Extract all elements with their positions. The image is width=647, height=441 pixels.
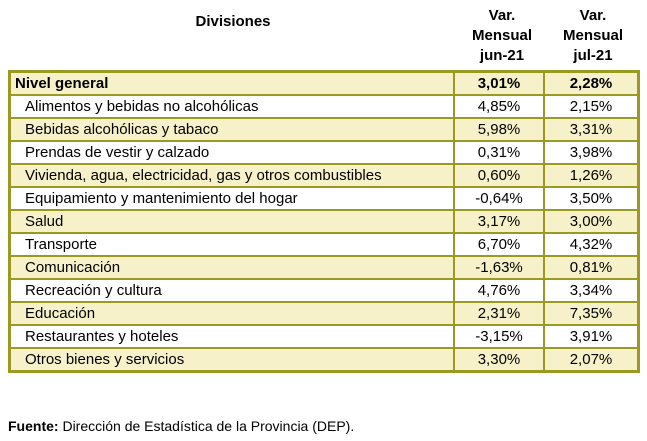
division-cell: Prendas de vestir y calzado xyxy=(8,140,455,165)
division-cell: Restaurantes y hoteles xyxy=(8,324,455,349)
jun-value-cell: 3,30% xyxy=(453,347,545,373)
header-line: Var. xyxy=(488,7,516,24)
jun-value-cell: 4,85% xyxy=(453,94,545,119)
jun-value-cell: 2,31% xyxy=(453,301,545,326)
jul-value-cell: 3,31% xyxy=(543,117,640,142)
header-line: Var. xyxy=(579,7,607,24)
header-var-jun: Var. Mensual jun-21 xyxy=(458,6,546,76)
jun-value-cell: 5,98% xyxy=(453,117,545,142)
jun-value-cell: -1,63% xyxy=(453,255,545,280)
division-cell: Transporte xyxy=(8,232,455,257)
division-cell: Vivienda, agua, electricidad, gas y otro… xyxy=(8,163,455,188)
jul-value-cell: 7,35% xyxy=(543,301,640,326)
jul-value-cell: 0,81% xyxy=(543,255,640,280)
table-row: Bebidas alcohólicas y tabaco 5,98% 3,31% xyxy=(8,117,640,142)
table-row: Recreación y cultura 4,76% 3,34% xyxy=(8,278,640,303)
jun-value-cell: 0,60% xyxy=(453,163,545,188)
table-row: Restaurantes y hoteles -3,15% 3,91% xyxy=(8,324,640,349)
header-line: Mensual xyxy=(471,27,532,44)
jun-value-cell: 3,01% xyxy=(453,70,545,96)
jun-value-cell: 3,17% xyxy=(453,209,545,234)
table-row: Educación 2,31% 7,35% xyxy=(8,301,640,326)
header-line: jun-21 xyxy=(479,47,525,64)
jul-value-cell: 4,32% xyxy=(543,232,640,257)
table-row: Prendas de vestir y calzado 0,31% 3,98% xyxy=(8,140,640,165)
jun-value-cell: -0,64% xyxy=(453,186,545,211)
jul-value-cell: 1,26% xyxy=(543,163,640,188)
division-cell: Recreación y cultura xyxy=(8,278,455,303)
division-cell: Otros bienes y servicios xyxy=(8,347,455,373)
division-cell: Comunicación xyxy=(8,255,455,280)
jul-value-cell: 3,34% xyxy=(543,278,640,303)
cpi-table: Nivel general 3,01% 2,28% Alimentos y bebid… xyxy=(8,70,640,373)
division-cell: Nivel general xyxy=(8,70,455,96)
division-cell: Alimentos y bebidas no alcohólicas xyxy=(8,94,455,119)
source-label: Fuente: xyxy=(8,418,59,434)
jul-value-cell: 2,15% xyxy=(543,94,640,119)
header-line: Mensual xyxy=(562,27,623,44)
table-row: Salud 3,17% 3,00% xyxy=(8,209,640,234)
jun-value-cell: -3,15% xyxy=(453,324,545,349)
header-divisions: Divisiones xyxy=(195,13,271,30)
jun-value-cell: 6,70% xyxy=(453,232,545,257)
division-cell: Educación xyxy=(8,301,455,326)
division-cell: Salud xyxy=(8,209,455,234)
table-row: Otros bienes y servicios 3,30% 2,07% xyxy=(8,347,640,373)
table-row: Equipamiento y mantenimiento del hogar -0… xyxy=(8,186,640,211)
division-cell: Equipamiento y mantenimiento del hogar xyxy=(8,186,455,211)
header-line: jul-21 xyxy=(573,47,613,64)
header-var-jul: Var. Mensual jul-21 xyxy=(546,6,640,76)
jul-value-cell: 2,07% xyxy=(543,347,640,373)
jul-value-cell: 2,28% xyxy=(543,70,640,96)
jul-value-cell: 3,00% xyxy=(543,209,640,234)
jun-value-cell: 0,31% xyxy=(453,140,545,165)
source-note: Fuente: Dirección de Estadística de la P… xyxy=(8,418,354,434)
table-row: Vivienda, agua, electricidad, gas y otro… xyxy=(8,163,640,188)
table-row-total: Nivel general 3,01% 2,28% xyxy=(8,70,640,96)
jul-value-cell: 3,50% xyxy=(543,186,640,211)
source-text: Dirección de Estadística de la Provincia… xyxy=(58,418,355,434)
jul-value-cell: 3,91% xyxy=(543,324,640,349)
table-row: Comunicación -1,63% 0,81% xyxy=(8,255,640,280)
table-row: Transporte 6,70% 4,32% xyxy=(8,232,640,257)
table-row: Alimentos y bebidas no alcohólicas 4,85% 2… xyxy=(8,94,640,119)
jun-value-cell: 4,76% xyxy=(453,278,545,303)
jul-value-cell: 3,98% xyxy=(543,140,640,165)
division-cell: Bebidas alcohólicas y tabaco xyxy=(8,117,455,142)
